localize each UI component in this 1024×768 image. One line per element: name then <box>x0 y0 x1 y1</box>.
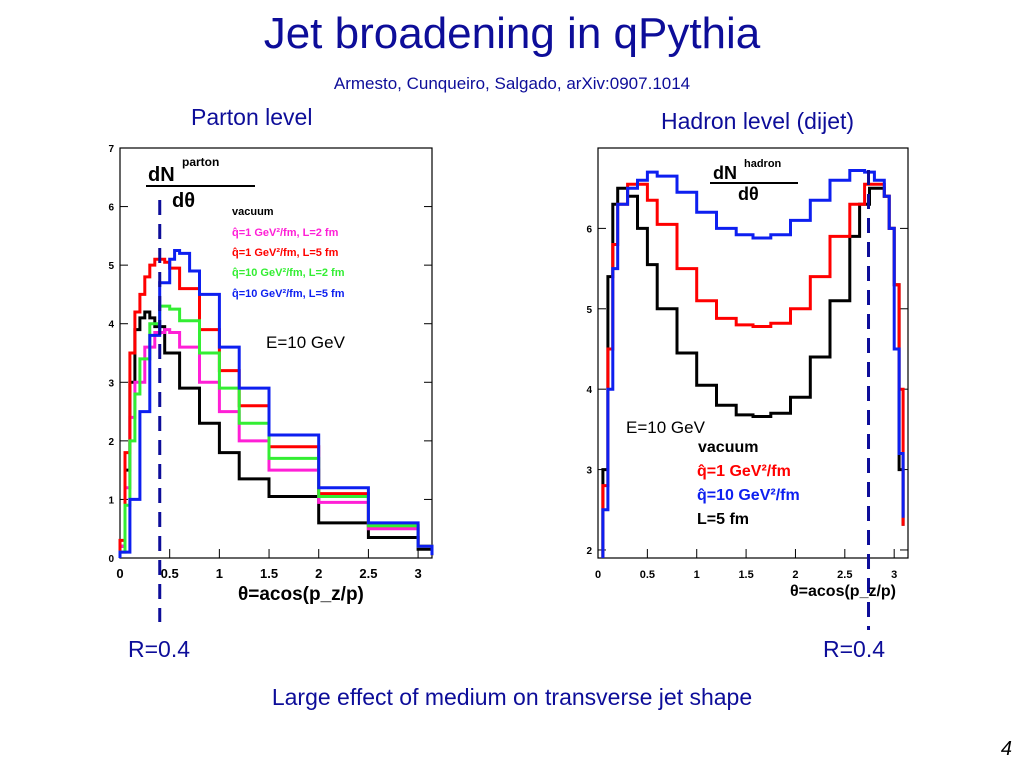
hadron-chart: 2 3 4 5 6 0 0.5 1 1.5 2 2.5 3 dN hadron dθ E=10 Ge… <box>586 147 909 630</box>
y-tick-label: 2 <box>586 546 592 557</box>
x-tick-label: 0.5 <box>640 569 655 581</box>
y-tick-label: 4 <box>586 385 592 396</box>
hadron-legend-vacuum: vacuum <box>698 439 758 456</box>
x-tick-label: 1 <box>694 569 700 581</box>
parton-legend-entry-2: q̂=1 GeV²/fm, L=5 fm <box>232 247 339 259</box>
x-tick-label: 2.5 <box>837 569 852 581</box>
y-tick-label: 3 <box>108 378 114 389</box>
y-tick-label: 3 <box>586 466 592 477</box>
slide-title: Jet broadening in qPythia <box>263 9 761 58</box>
parton-panel-title: Parton level <box>191 104 313 130</box>
parton-energy-label: E=10 GeV <box>266 333 346 352</box>
series-line-2 <box>601 169 905 558</box>
hadron-r-label: R=0.4 <box>823 636 886 662</box>
parton-legend-entry-4: q̂=10 GeV²/fm, L=5 fm <box>232 288 345 300</box>
y-tick-label: 6 <box>108 203 114 214</box>
hadron-plot-frame <box>597 147 909 559</box>
parton-xlabel: θ=acos(p_z/p) <box>238 584 364 605</box>
parton-ylabel-dn: dN <box>148 164 175 186</box>
x-tick-label: 0.5 <box>161 566 179 581</box>
x-tick-label: 0 <box>595 569 601 581</box>
parton-r-label: R=0.4 <box>128 636 191 662</box>
series-line-4 <box>118 249 434 558</box>
slide-caption: Large effect of medium on transverse jet… <box>271 684 753 710</box>
parton-plot-frame <box>119 147 433 559</box>
x-tick-label: 2 <box>792 569 798 581</box>
slide-subtitle: Armesto, Cunqueiro, Salgado, arXiv:0907.… <box>333 74 691 93</box>
y-tick-label: 1 <box>108 495 114 506</box>
x-tick-label: 1 <box>216 566 223 581</box>
hadron-x-ticks: 0 0.5 1 1.5 2 2.5 3 <box>595 549 897 581</box>
hadron-legend-q1: q̂=1 GeV²/fm <box>697 463 791 480</box>
x-tick-label: 1.5 <box>260 566 278 581</box>
x-tick-label: 2.5 <box>359 566 377 581</box>
y-tick-label: 5 <box>108 261 114 272</box>
parton-ylabel: dN parton dθ <box>146 155 255 212</box>
hadron-ylabel-sup: hadron <box>744 158 782 170</box>
parton-ylabel-sup: parton <box>182 155 219 169</box>
hadron-ylabel-dn: dN <box>713 163 737 183</box>
hadron-legend-q10: q̂=10 GeV²/fm <box>697 487 800 504</box>
parton-legend-entry-1: q̂=1 GeV²/fm, L=2 fm <box>232 227 339 239</box>
parton-legend-vacuum: vacuum <box>232 206 274 218</box>
y-tick-label: 4 <box>108 320 114 331</box>
x-tick-label: 2 <box>315 566 322 581</box>
page-number: 4 <box>1000 738 1012 760</box>
hadron-ylabel: dN hadron dθ <box>710 158 798 204</box>
parton-y-ticks: 0 1 2 3 4 5 6 7 <box>108 144 432 565</box>
hadron-series <box>601 169 905 558</box>
y-tick-label: 0 <box>108 554 114 565</box>
y-tick-label: 2 <box>108 437 114 448</box>
y-tick-label: 6 <box>586 224 592 235</box>
hadron-legend: vacuum q̂=1 GeV²/fm q̂=10 GeV²/fm L=5 fm <box>697 439 800 528</box>
hadron-ylabel-dtheta: dθ <box>738 184 759 204</box>
series-line-2 <box>118 257 434 558</box>
x-tick-label: 1.5 <box>738 569 753 581</box>
series-line-1 <box>118 328 434 558</box>
parton-x-ticks: 0 0.5 1 1.5 2 2.5 3 <box>116 549 422 581</box>
parton-series <box>118 249 434 558</box>
parton-legend-entry-3: q̂=10 GeV²/fm, L=2 fm <box>232 267 345 279</box>
x-tick-label: 3 <box>414 566 421 581</box>
hadron-legend-length: L=5 fm <box>697 511 749 528</box>
parton-legend: vacuum q̂=1 GeV²/fm, L=2 fm q̂=1 GeV²/fm… <box>232 206 345 300</box>
hadron-energy-label: E=10 GeV <box>626 418 706 437</box>
y-tick-label: 5 <box>586 305 592 316</box>
x-tick-label: 0 <box>116 566 123 581</box>
hadron-y-ticks: 2 3 4 5 6 <box>586 224 908 557</box>
parton-chart: 0 1 2 3 4 5 6 7 0 0.5 1 1.5 2 2.5 3 dN parton dθ vacu… <box>108 144 434 622</box>
y-tick-label: 7 <box>108 144 114 155</box>
x-tick-label: 3 <box>891 569 897 581</box>
series-line-3 <box>118 304 434 558</box>
hadron-xlabel: θ=acos(p_z/p) <box>790 583 896 600</box>
hadron-panel-title: Hadron level (dijet) <box>661 108 855 134</box>
parton-ylabel-dtheta: dθ <box>172 190 195 212</box>
